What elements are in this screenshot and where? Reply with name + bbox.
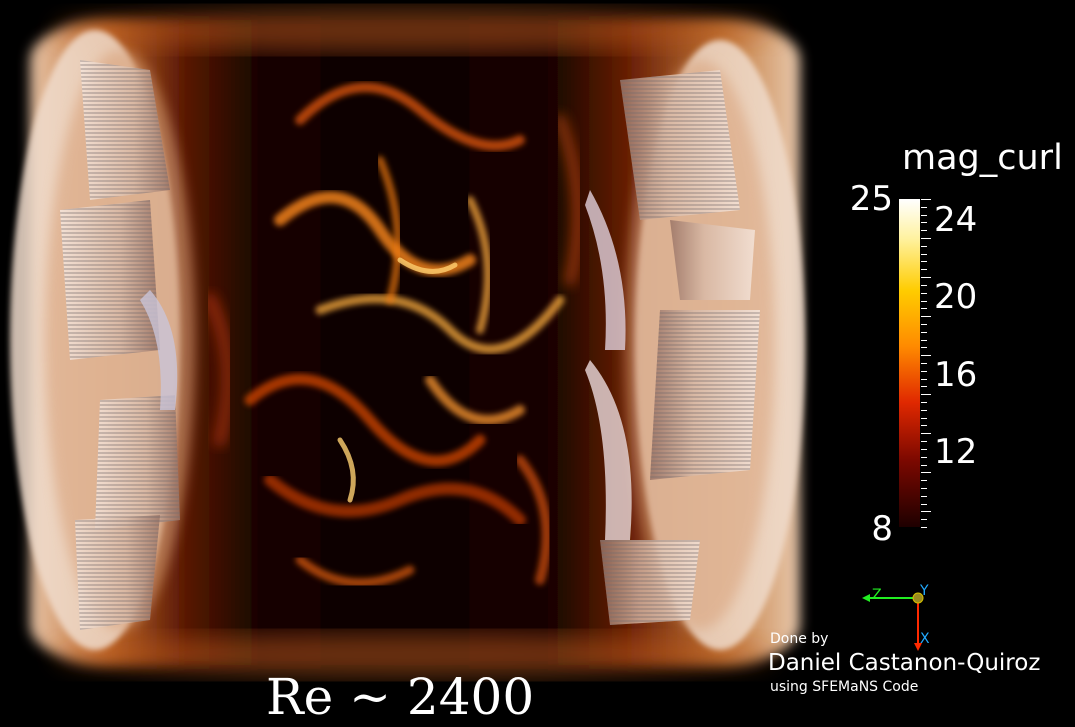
colorbar-tick bbox=[921, 355, 931, 357]
colorbar-tick bbox=[921, 386, 927, 388]
colorbar-min-label: 8 bbox=[871, 509, 893, 549]
credit-code: using SFEMaNS Code bbox=[770, 679, 919, 695]
x-axis-label: X bbox=[920, 631, 930, 647]
z-axis-label: Z bbox=[872, 587, 882, 603]
axes-triad bbox=[862, 592, 924, 651]
colorbar-tick bbox=[921, 230, 927, 232]
colorbar-tick bbox=[921, 331, 927, 333]
colorbar-gradient bbox=[899, 199, 920, 527]
colorbar-tick bbox=[921, 409, 927, 411]
credit-author: Daniel Castanon-Quiroz bbox=[768, 650, 1041, 676]
colorbar-tick bbox=[921, 347, 927, 349]
colorbar-tick bbox=[921, 214, 927, 216]
colorbar-tick bbox=[921, 253, 927, 255]
colorbar-tick bbox=[921, 261, 927, 263]
colorbar-tick bbox=[921, 472, 931, 474]
colorbar-tick bbox=[921, 425, 927, 427]
colorbar-tick bbox=[921, 480, 927, 482]
colorbar-tick bbox=[921, 206, 927, 208]
colorbar-tick bbox=[921, 339, 927, 341]
vortex-filaments bbox=[203, 82, 584, 588]
colorbar-tick-label: 24 bbox=[934, 200, 978, 240]
colorbar-tick-label: 20 bbox=[934, 277, 978, 317]
y-axis-dot bbox=[912, 592, 924, 604]
colorbar-tick bbox=[921, 238, 931, 240]
colorbar-tick bbox=[921, 284, 927, 286]
colorbar-tick-label: 12 bbox=[934, 432, 978, 472]
colorbar-tick bbox=[921, 511, 931, 513]
colorbar-tick bbox=[921, 441, 927, 443]
axes-triad-labels: Z Y X bbox=[856, 580, 936, 650]
colorbar-tick bbox=[921, 456, 927, 458]
colorbar-tick bbox=[921, 300, 927, 302]
colorbar-tick bbox=[921, 199, 931, 200]
colorbar-tick bbox=[921, 417, 927, 419]
colorbar-tick bbox=[921, 222, 927, 224]
colorbar-tick bbox=[921, 394, 931, 396]
colorbar-tick bbox=[921, 292, 927, 294]
colorbar-tick bbox=[921, 308, 927, 310]
colorbar-ticks bbox=[921, 199, 933, 528]
colorbar-tick bbox=[921, 370, 927, 372]
colorbar-tick bbox=[921, 448, 927, 450]
colorbar-tick bbox=[921, 464, 927, 466]
colorbar-tick bbox=[921, 527, 927, 528]
colorbar-tick bbox=[921, 519, 927, 521]
colorbar-tick bbox=[921, 316, 931, 318]
colorbar-tick bbox=[921, 402, 927, 404]
colorbar-tick bbox=[921, 433, 931, 435]
colorbar-tick bbox=[921, 323, 927, 325]
left-impeller bbox=[60, 60, 180, 630]
colorbar-tick bbox=[921, 495, 927, 497]
colorbar-title: mag_curl bbox=[902, 138, 1063, 178]
credit-done-by: Done by bbox=[770, 631, 829, 647]
colorbar-tick bbox=[921, 277, 931, 279]
colorbar-tick bbox=[921, 378, 927, 380]
right-impeller bbox=[585, 70, 760, 625]
colorbar-tick bbox=[921, 363, 927, 364]
reynolds-caption: Re ~ 2400 bbox=[266, 668, 535, 726]
colorbar-tick bbox=[921, 245, 927, 247]
colorbar-tick-label: 16 bbox=[934, 355, 978, 395]
colorbar-max-label: 25 bbox=[849, 179, 893, 219]
colorbar-tick bbox=[921, 487, 927, 489]
colorbar-tick bbox=[921, 503, 927, 505]
colorbar-tick bbox=[921, 269, 927, 271]
y-axis-label: Y bbox=[920, 583, 929, 599]
